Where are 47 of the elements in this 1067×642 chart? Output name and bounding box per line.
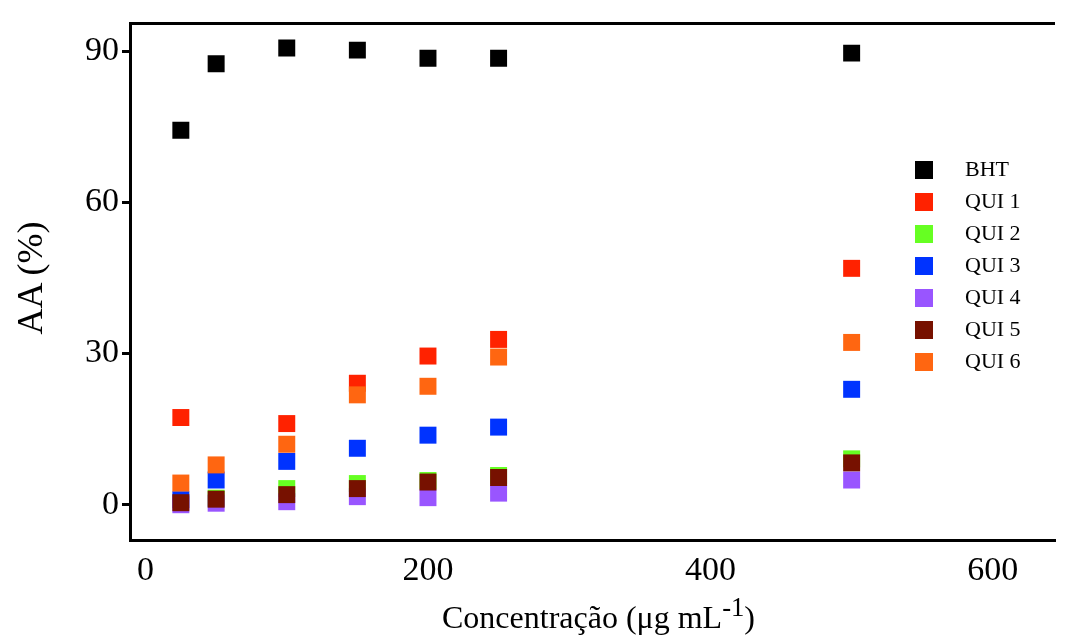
point [348, 386, 366, 404]
point [278, 415, 296, 433]
point [348, 439, 366, 457]
point [490, 330, 508, 348]
point [278, 486, 296, 504]
y-tick-label: 60 [85, 181, 119, 219]
point [490, 348, 508, 366]
y-tick-label: 30 [85, 332, 119, 370]
x-tick-label: 600 [967, 550, 1019, 588]
legend-label: QUI 4 [965, 283, 1021, 309]
point [172, 409, 190, 427]
point [207, 456, 225, 474]
point [278, 39, 296, 57]
legend-label: QUI 1 [965, 187, 1021, 213]
legend-label: BHT [965, 155, 1010, 181]
point [419, 377, 437, 395]
point [419, 347, 437, 365]
point [843, 380, 861, 398]
point [843, 333, 861, 351]
legend-label: QUI 6 [965, 347, 1021, 373]
point [490, 49, 508, 67]
legend-label: QUI 2 [965, 219, 1021, 245]
y-axis-title: AA (%) [10, 220, 50, 337]
point [843, 44, 861, 62]
point [172, 474, 190, 492]
y-tick-label: 90 [85, 30, 119, 68]
point [278, 452, 296, 470]
x-tick-label: 0 [137, 550, 155, 588]
point [843, 259, 861, 277]
point [843, 454, 861, 472]
x-tick-label: 400 [684, 550, 736, 588]
x-axis-title: Concentração (μg mL$^{-1}$) [441, 591, 756, 636]
point [490, 484, 508, 502]
point [419, 49, 437, 67]
point [843, 471, 861, 489]
y-tick-label: 0 [102, 483, 119, 521]
legend-label: QUI 3 [965, 251, 1021, 277]
x-tick-label: 200 [402, 550, 454, 588]
point [348, 41, 366, 59]
point [490, 418, 508, 436]
point [207, 471, 225, 489]
point [207, 55, 225, 73]
point [278, 435, 296, 453]
point [348, 480, 366, 498]
legend-label: QUI 5 [965, 315, 1021, 341]
point [172, 121, 190, 139]
point [419, 426, 437, 444]
